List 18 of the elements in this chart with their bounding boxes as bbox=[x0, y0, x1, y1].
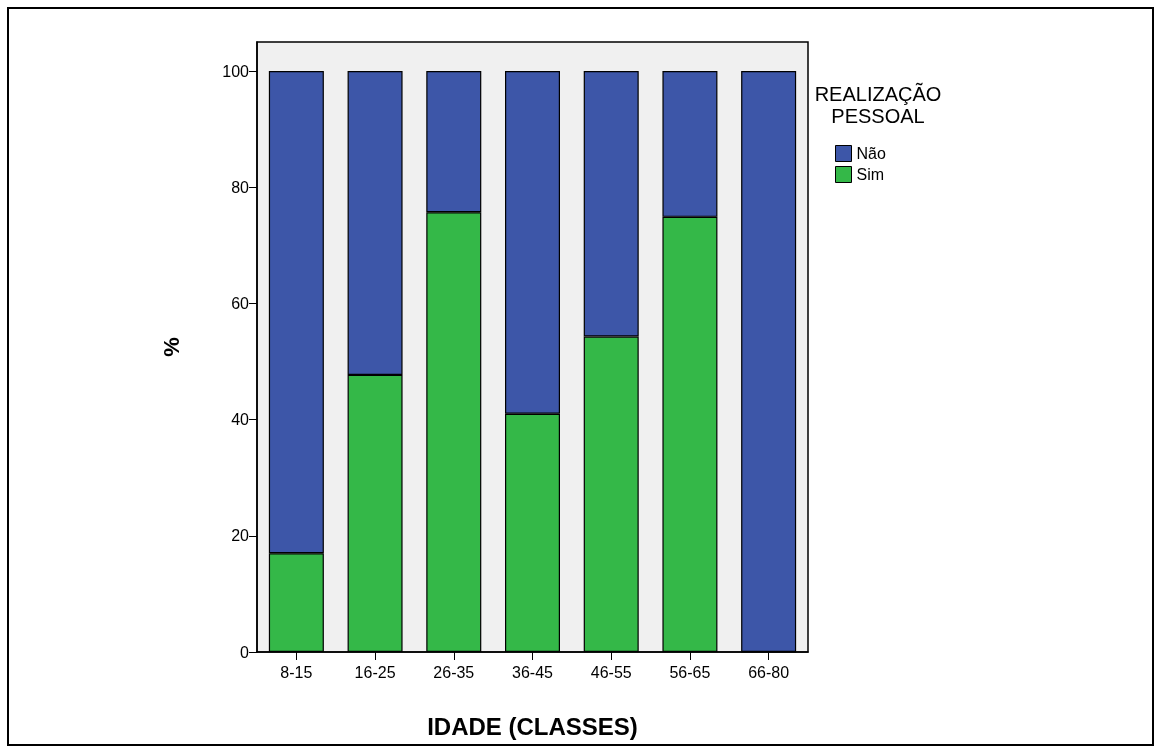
y-tick-label: 60 bbox=[231, 294, 250, 312]
x-tick-label: 46-55 bbox=[590, 663, 632, 681]
x-tick-label: 16-25 bbox=[354, 663, 396, 681]
x-tick-label: 8-15 bbox=[280, 663, 313, 681]
y-axis-title: % bbox=[158, 337, 184, 357]
x-tick-label: 26-35 bbox=[433, 663, 475, 681]
x-tick-label: 36-45 bbox=[512, 663, 554, 681]
legend-title: REALIZAÇÃO PESSOAL bbox=[814, 82, 942, 127]
y-tick-label: 100 bbox=[222, 62, 250, 80]
x-axis-title: IDADE (CLASSES) bbox=[427, 712, 638, 740]
y-tick-label: 20 bbox=[231, 527, 250, 545]
legend-label: Não bbox=[856, 145, 886, 162]
x-tick-label: 66-80 bbox=[748, 663, 790, 681]
y-tick-label: 40 bbox=[231, 411, 250, 429]
x-tick-label: 56-65 bbox=[669, 663, 711, 681]
y-tick-label: 80 bbox=[231, 178, 250, 196]
legend-label: Sim bbox=[856, 166, 885, 183]
y-tick-label: 0 bbox=[240, 643, 250, 661]
